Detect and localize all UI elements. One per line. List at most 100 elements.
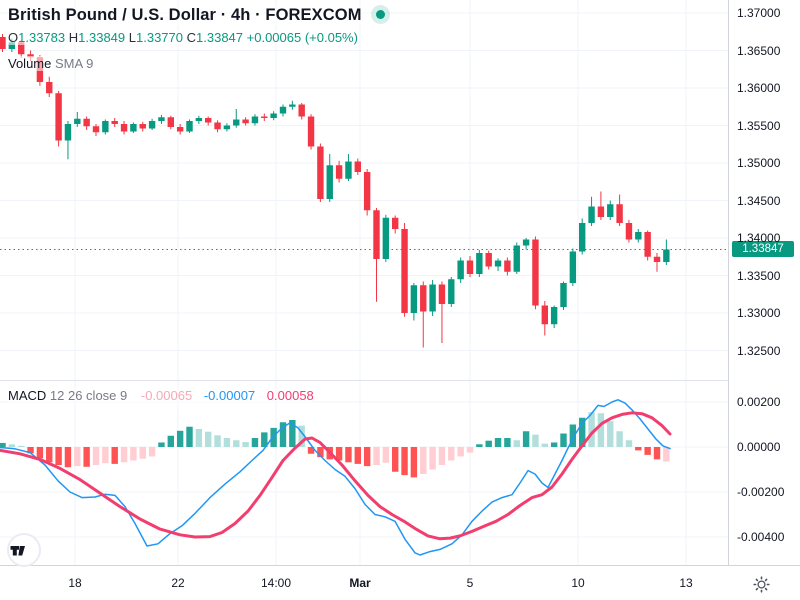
candle-body: [158, 117, 165, 121]
candle-body: [597, 206, 605, 217]
macd-histogram-bar: [560, 433, 567, 447]
symbol-title-text[interactable]: British Pound / U.S. Dollar · 4h · FOREX…: [8, 6, 362, 24]
macd-histogram-bar: [158, 442, 165, 447]
candle-body: [205, 118, 212, 123]
macd-histogram-bar: [541, 443, 548, 447]
macd-histogram-bar: [382, 447, 390, 463]
macd-histogram-bar: [345, 447, 352, 463]
high-label: H: [68, 30, 79, 45]
candle-body: [148, 121, 156, 129]
candle-body: [448, 279, 455, 304]
macd-histogram-bar: [130, 447, 137, 461]
price-axis-label: 1.33000: [737, 306, 781, 320]
macd-axis-label: 0.00000: [737, 440, 781, 454]
volume-legend[interactable]: Volume SMA 9: [8, 56, 94, 71]
macd-histogram-bar: [420, 447, 427, 474]
price-axis-label: 1.32500: [737, 343, 781, 358]
macd-histogram-bar: [579, 417, 586, 447]
macd-histogram-bar: [616, 431, 623, 447]
macd-histogram-bar: [46, 447, 53, 463]
macd-histogram-bar: [663, 447, 670, 462]
macd-histogram-bar: [83, 447, 90, 467]
pane-separator[interactable]: [0, 380, 728, 381]
macd-label[interactable]: MACD: [8, 388, 47, 403]
candle-body: [279, 106, 287, 114]
macd-histogram-bar: [457, 447, 464, 457]
candle-body: [0, 37, 6, 49]
macd-histogram-bar: [251, 438, 259, 447]
volume-label[interactable]: Volume: [8, 56, 52, 71]
macd-pane[interactable]: [0, 380, 728, 565]
candle-body: [401, 229, 408, 313]
macd-histogram-bar: [588, 412, 595, 447]
macd-histogram-bar: [335, 447, 343, 461]
macd-histogram-bar: [410, 447, 418, 478]
macd-histogram-bar: [148, 447, 156, 457]
high-value: 1.33849: [78, 30, 126, 45]
time-axis-label: 18: [68, 576, 82, 590]
macd-histogram-bar: [111, 447, 118, 464]
candle-body: [522, 239, 530, 246]
macd-histogram-bar: [120, 447, 128, 463]
candle-body: [579, 223, 586, 252]
time-axis-label: Mar: [349, 576, 371, 590]
price-axis-label: 1.36500: [737, 43, 781, 58]
candle-body: [410, 285, 418, 313]
macd-histogram-bar: [195, 429, 203, 447]
candle-body: [392, 217, 399, 229]
time-axis-label: 5: [466, 576, 474, 590]
low-label: L: [128, 30, 136, 45]
candle-body: [438, 284, 446, 304]
candle-body: [102, 121, 109, 133]
macd-histogram-bar: [233, 440, 240, 447]
candle-body: [74, 118, 81, 124]
macd-histogram-bar: [307, 447, 315, 454]
macd-histogram-bar: [448, 447, 455, 461]
candle-body: [289, 104, 296, 107]
tradingview-logo[interactable]: [7, 533, 41, 567]
price-scale-axis[interactable]: 1.33847 1.37000 1.36500 1.36000 1.35500 1.35…: [728, 0, 800, 565]
theme-toggle-button[interactable]: [753, 573, 775, 595]
candle-body: [513, 245, 520, 272]
price-pane[interactable]: [0, 0, 728, 380]
close-value: 1.33847: [196, 30, 244, 45]
macd-histogram-bar: [485, 440, 492, 447]
macd-histogram-bar: [532, 434, 539, 447]
candle-body: [83, 118, 90, 127]
candle-body: [485, 253, 492, 267]
time-scale-axis[interactable]: 18 22 14:00 Mar 5 10 13: [0, 565, 800, 600]
candle-body: [27, 54, 34, 58]
macd-histogram-bar: [18, 445, 25, 447]
macd-histogram-bar: [597, 413, 605, 447]
candle-body: [625, 223, 633, 240]
macd-histogram-bar: [466, 447, 474, 453]
candle-body: [18, 42, 25, 55]
symbol-title[interactable]: British Pound / U.S. Dollar · 4h · FOREX…: [8, 6, 385, 25]
macd-axis-label: -0.00400: [737, 530, 785, 544]
candle-body: [644, 232, 651, 257]
macd-histogram-bar: [261, 432, 268, 447]
open-label: O: [8, 30, 19, 45]
open-value: 1.33783: [18, 30, 66, 45]
candle-body: [130, 124, 137, 132]
candle-body: [261, 116, 268, 118]
candle-body: [345, 161, 352, 179]
candle-body: [560, 283, 567, 307]
candle-body: [270, 113, 277, 118]
macd-legend[interactable]: MACD 12 26 close 9 -0.00065 -0.00007 0.0…: [8, 388, 314, 403]
candle-body: [616, 204, 623, 223]
macd-histogram-bar: [8, 444, 16, 447]
macd-histogram-bar: [74, 447, 81, 467]
candle-body: [382, 217, 390, 259]
ohlc-row: O1.33783 H1.33849 L1.33770 C1.33847 +0.0…: [8, 30, 358, 45]
candle-body: [167, 117, 174, 127]
macd-line: [0, 399, 671, 556]
candle-body: [429, 284, 436, 312]
macd-histogram-bar: [205, 431, 212, 447]
live-dot-icon: [375, 10, 385, 19]
candle-body: [251, 116, 259, 124]
time-axis-label: 10: [571, 576, 585, 590]
candle-body: [326, 165, 333, 199]
price-axis-label: 1.35000: [737, 156, 781, 170]
